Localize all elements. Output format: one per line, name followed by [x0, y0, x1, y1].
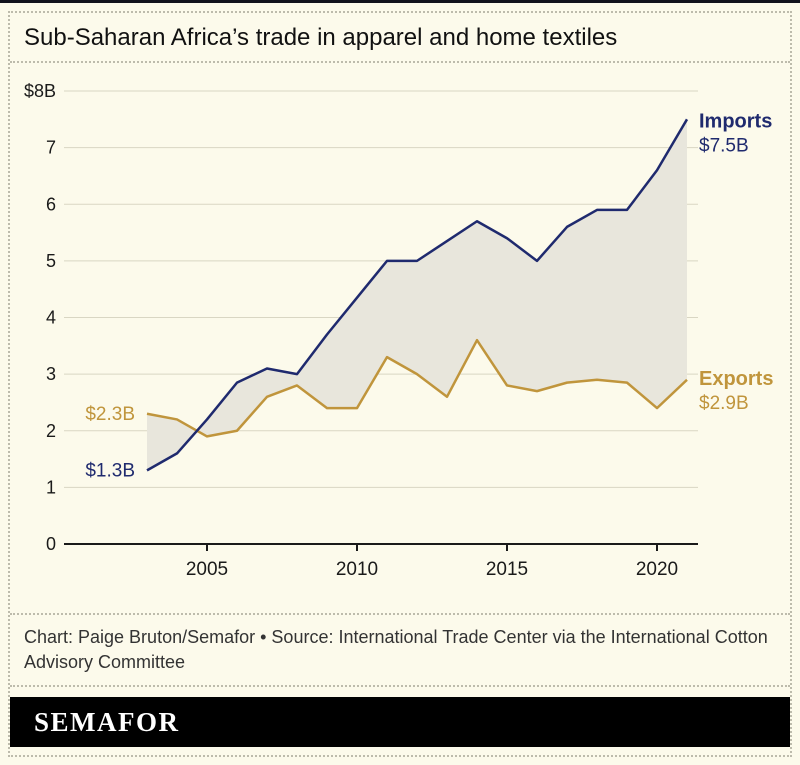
dotted-frame: Sub-Saharan Africa’s trade in apparel an… — [8, 11, 792, 757]
line-chart: 0 1 2 3 4 5 6 7 $8B 2005 2010 2015 2020 $1.3B $2.3B… — [24, 81, 774, 580]
svg-text:2: 2 — [46, 421, 56, 441]
svg-text:2015: 2015 — [486, 559, 528, 580]
svg-text:1: 1 — [46, 477, 56, 497]
exports-end-value-label: $2.9B — [699, 393, 749, 414]
imports-start-value-label: $1.3B — [85, 460, 135, 481]
svg-text:6: 6 — [46, 194, 56, 214]
logo-section: SEMAFOR — [10, 687, 790, 755]
imports-line — [146, 118, 689, 472]
svg-text:0: 0 — [46, 534, 56, 554]
page-title: Sub-Saharan Africa’s trade in apparel an… — [24, 24, 618, 51]
svg-text:2020: 2020 — [636, 559, 678, 580]
svg-text:4: 4 — [46, 308, 56, 328]
chart-area: 0 1 2 3 4 5 6 7 $8B 2005 2010 2015 2020 $1.3B $2.3B… — [10, 63, 790, 615]
exports-start-value-label: $2.3B — [85, 404, 135, 425]
credit-line: Chart: Paige Bruton/Semafor • Source: In… — [10, 615, 790, 687]
imports-series-label: Imports — [699, 110, 772, 132]
exports-line — [146, 338, 688, 438]
area-between-series — [147, 119, 687, 471]
exports-series-label: Exports — [699, 368, 773, 390]
semafor-logo-bar: SEMAFOR — [10, 697, 790, 747]
semafor-logo: SEMAFOR — [34, 706, 180, 737]
svg-text:5: 5 — [46, 251, 56, 271]
title-section: Sub-Saharan Africa’s trade in apparel an… — [10, 13, 790, 63]
svg-text:3: 3 — [46, 364, 56, 384]
svg-text:$8B: $8B — [24, 81, 56, 101]
x-axis: 2005 2010 2015 2020 — [64, 543, 698, 580]
svg-text:2005: 2005 — [186, 559, 228, 580]
svg-text:7: 7 — [46, 138, 56, 158]
svg-text:2010: 2010 — [336, 559, 378, 580]
imports-end-value-label: $7.5B — [699, 135, 749, 156]
